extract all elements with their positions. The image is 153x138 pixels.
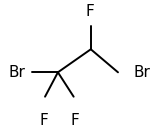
Text: F: F: [39, 113, 48, 128]
Text: F: F: [71, 113, 79, 128]
Text: F: F: [85, 5, 94, 19]
Text: Br: Br: [8, 65, 25, 80]
Text: Br: Br: [134, 65, 151, 80]
